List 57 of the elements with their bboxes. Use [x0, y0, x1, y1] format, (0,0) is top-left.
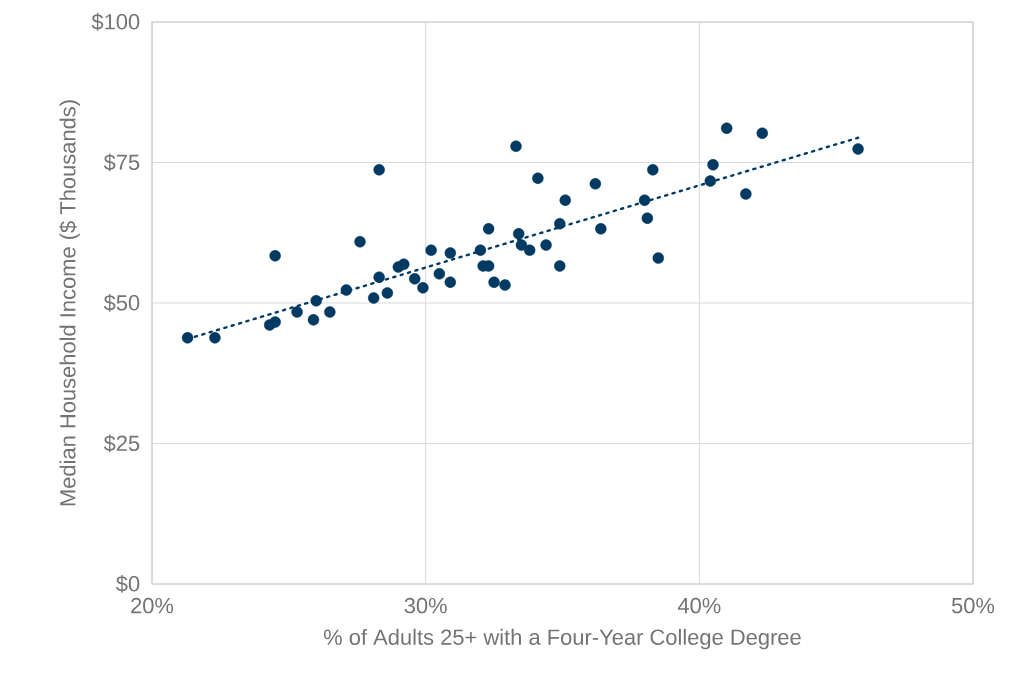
point [417, 282, 429, 294]
point [425, 244, 437, 256]
point [310, 295, 322, 307]
y-axis-title: Median Household Income ($ Thousands) [59, 100, 80, 506]
point [499, 279, 511, 291]
point [324, 306, 336, 318]
point [532, 172, 544, 184]
y-tick-label: $25 [103, 434, 140, 453]
point [488, 276, 500, 288]
point [707, 159, 719, 171]
point [444, 247, 456, 259]
point [638, 194, 651, 206]
point [340, 284, 352, 296]
point [307, 314, 320, 326]
point [641, 212, 654, 224]
point [209, 332, 221, 344]
point [398, 258, 410, 270]
point [852, 143, 864, 155]
point [474, 244, 487, 256]
point [444, 276, 456, 288]
point [559, 194, 571, 206]
point [515, 239, 528, 251]
point [354, 236, 366, 248]
x-tick-label: 50% [951, 597, 995, 614]
point [756, 127, 768, 139]
point [721, 122, 733, 134]
y-tick-label: $0 [116, 575, 140, 593]
y-tick-label: $75 [103, 153, 140, 172]
point [540, 239, 552, 251]
point [409, 273, 421, 285]
point [367, 292, 380, 304]
point [647, 164, 659, 176]
point [181, 332, 194, 344]
point [373, 164, 385, 176]
point [482, 223, 495, 235]
point [513, 228, 525, 240]
point [589, 178, 602, 190]
point [269, 316, 281, 328]
x-tick-label: 20% [131, 597, 174, 614]
point [373, 271, 385, 283]
point [433, 268, 446, 280]
x-tick-label: 40% [677, 597, 721, 614]
point [554, 218, 566, 230]
point [523, 244, 536, 256]
point [554, 260, 566, 272]
point [291, 306, 303, 318]
x-axis-title: % of Adults 25+ with a Four-Year College Degree [323, 628, 801, 650]
point [381, 287, 394, 299]
point [652, 252, 664, 264]
point [510, 140, 522, 152]
point [595, 223, 607, 235]
y-tick-label: $100 [91, 13, 140, 31]
point [740, 188, 752, 200]
point [704, 175, 716, 187]
y-tick-label: $50 [103, 294, 140, 312]
point [269, 250, 281, 262]
x-tick-label: 30% [404, 597, 447, 614]
